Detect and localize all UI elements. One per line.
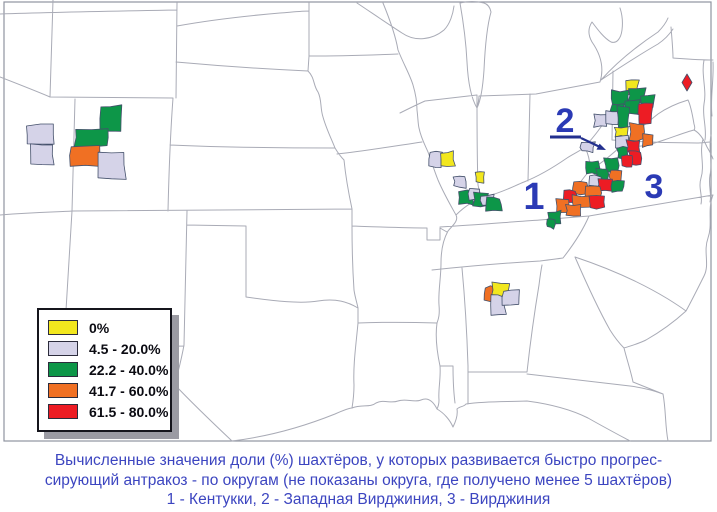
county-marker <box>501 289 520 306</box>
us-county-map: 1 2 3 <box>0 0 714 442</box>
county-marker <box>571 194 592 208</box>
county-marker <box>485 196 503 212</box>
legend-row: 0% <box>48 317 170 338</box>
county-markers <box>26 73 693 316</box>
legend-row: 22.2 - 40.0% <box>48 359 170 380</box>
county-marker <box>605 110 619 125</box>
county-marker <box>474 171 485 184</box>
legend-swatch-22-40pct <box>48 362 78 377</box>
county-marker <box>620 154 634 168</box>
legend-label: 0% <box>89 319 110 336</box>
county-marker <box>26 123 55 145</box>
legend-swatch-4-20pct <box>48 341 78 356</box>
legend-label: 41.7 - 60.0% <box>89 382 169 399</box>
caption-line-1: Вычисленные значения доли (%) шахтёров, … <box>54 452 663 469</box>
county-marker <box>642 133 654 148</box>
legend-label: 61.5 - 80.0% <box>89 403 169 420</box>
county-marker <box>73 128 109 148</box>
region-label-virginia: 3 <box>645 168 664 206</box>
legend-label: 4.5 - 20.0% <box>89 340 161 357</box>
county-marker <box>588 195 606 210</box>
legend-label: 22.2 - 40.0% <box>89 361 169 378</box>
arrow-to-west-virginia-icon <box>550 135 606 150</box>
county-marker <box>99 104 123 132</box>
county-marker <box>69 145 102 167</box>
county-marker <box>428 150 443 169</box>
county-marker <box>440 150 456 167</box>
legend-swatch-61-80pct <box>48 404 78 419</box>
caption-line-3: 1 - Кентукки, 2 - Западная Вирджиния, 3 … <box>166 491 551 508</box>
legend-row: 61.5 - 80.0% <box>48 401 170 422</box>
county-marker <box>610 179 625 193</box>
region-label-west-virginia: 2 <box>556 102 575 140</box>
county-marker <box>30 143 55 166</box>
map-frame <box>3 1 712 442</box>
county-marker <box>628 122 645 142</box>
county-marker <box>452 175 467 189</box>
county-marker <box>97 151 127 180</box>
county-marker <box>546 218 556 230</box>
caption-line-2: сирующий антракоз - по округам (не показ… <box>44 471 673 489</box>
region-label-kentucky: 1 <box>523 176 544 218</box>
county-marker <box>681 73 693 92</box>
legend-swatch-41-60pct <box>48 383 78 398</box>
legend: 0% 4.5 - 20.0% 22.2 - 40.0% 41.7 - 60.0%… <box>37 308 172 432</box>
legend-row: 4.5 - 20.0% <box>48 338 170 359</box>
legend-swatch-0pct <box>48 320 78 335</box>
county-marker <box>565 204 582 217</box>
caption: Вычисленные значения доли (%) шахтёров, … <box>0 451 717 510</box>
legend-row: 41.7 - 60.0% <box>48 380 170 401</box>
county-marker <box>593 113 608 128</box>
